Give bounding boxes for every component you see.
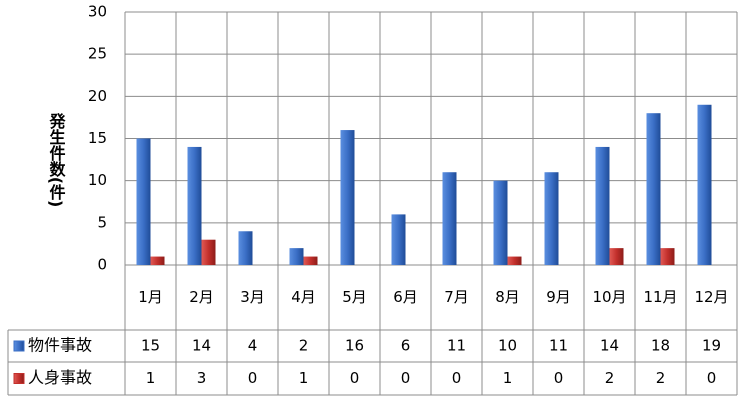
table-value: 2	[656, 369, 666, 387]
table-value: 4	[248, 337, 258, 355]
legend-key	[13, 340, 25, 352]
table-value: 11	[447, 337, 466, 355]
y-tick-label: 5	[97, 213, 107, 231]
bar	[391, 214, 406, 265]
x-tick-label: 12月	[694, 288, 728, 306]
table-value: 6	[401, 337, 411, 355]
table-value: 1	[146, 369, 156, 387]
table-value: 0	[350, 369, 360, 387]
bar	[136, 138, 151, 265]
table-value: 14	[192, 337, 211, 355]
bar	[493, 180, 508, 265]
bar	[201, 239, 216, 265]
table-value: 3	[197, 369, 207, 387]
table-value: 0	[401, 369, 411, 387]
y-tick-label: 30	[88, 3, 107, 21]
bar	[697, 104, 712, 266]
table-value: 18	[651, 337, 670, 355]
y-tick-label: 10	[88, 171, 107, 189]
x-tick-label: 11月	[643, 288, 677, 306]
legend-label: 人身事故	[28, 368, 92, 387]
bar	[660, 248, 675, 265]
y-axis-label: 発生件数(件)	[47, 112, 67, 208]
bar	[340, 130, 355, 265]
x-tick-label: 3月	[240, 288, 265, 306]
table-value: 2	[299, 337, 309, 355]
y-tick-label: 0	[97, 256, 107, 274]
x-tick-label: 4月	[291, 288, 316, 306]
table-value: 10	[498, 337, 517, 355]
x-tick-label: 8月	[495, 288, 520, 306]
x-tick-label: 5月	[342, 288, 367, 306]
x-tick-label: 2月	[189, 288, 214, 306]
x-tick-label: 10月	[592, 288, 626, 306]
table-value: 0	[554, 369, 564, 387]
bar	[544, 172, 559, 265]
table-value: 15	[141, 337, 160, 355]
bar	[595, 146, 610, 265]
table-value: 14	[600, 337, 619, 355]
legend-key	[13, 373, 25, 384]
bar	[289, 248, 304, 265]
bar	[187, 146, 202, 265]
y-tick-label: 20	[88, 87, 107, 105]
y-tick-label: 25	[88, 45, 107, 63]
table-value: 0	[452, 369, 462, 387]
bar	[609, 248, 624, 265]
x-tick-label: 6月	[393, 288, 418, 306]
table-value: 1	[299, 369, 309, 387]
table-value: 11	[549, 337, 568, 355]
table-value: 19	[702, 337, 721, 355]
x-tick-label: 7月	[444, 288, 469, 306]
y-tick-label: 15	[88, 129, 107, 147]
legend-label: 物件事故	[28, 336, 92, 355]
bar	[442, 172, 457, 265]
x-tick-label: 9月	[546, 288, 571, 306]
table-value: 0	[707, 369, 717, 387]
bar	[507, 256, 522, 265]
table-value: 16	[345, 337, 364, 355]
bar	[238, 231, 253, 265]
bar	[150, 256, 165, 265]
table-value: 0	[248, 369, 258, 387]
bar	[646, 113, 661, 265]
x-tick-label: 1月	[138, 288, 163, 306]
table-value: 2	[605, 369, 615, 387]
bar	[303, 256, 318, 265]
table-value: 1	[503, 369, 513, 387]
